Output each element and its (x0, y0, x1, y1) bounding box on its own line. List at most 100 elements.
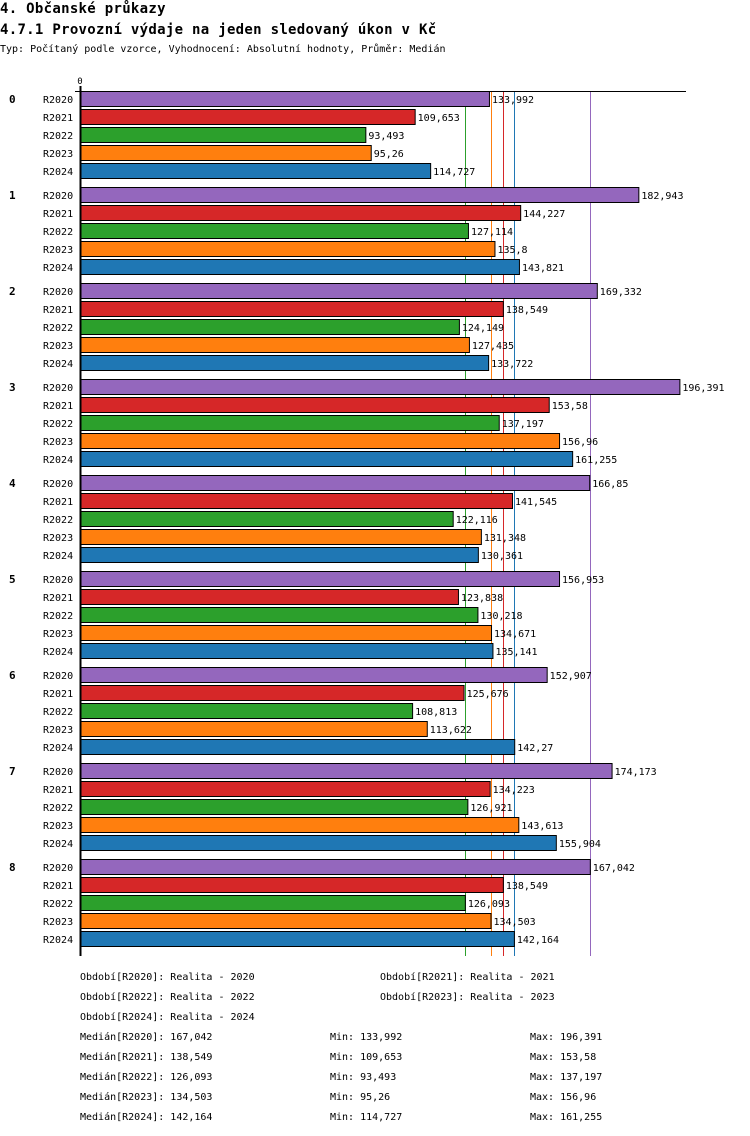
stat-min: Min: 133,992 (330, 1032, 403, 1043)
data-label: 134,503 (494, 917, 536, 928)
series-label: R2024 (43, 743, 73, 754)
series-label: R2022 (43, 611, 73, 622)
series-label: R2021 (43, 401, 73, 412)
data-label: 134,223 (493, 785, 535, 796)
series-label: R2021 (43, 305, 73, 316)
data-label: 108,813 (415, 707, 457, 718)
series-label: R2024 (43, 167, 73, 178)
data-label: 113,622 (430, 725, 472, 736)
bar (80, 187, 640, 203)
bar (80, 301, 504, 317)
bar (80, 511, 454, 527)
data-label: 135,141 (495, 647, 537, 658)
category-label: 4 (9, 477, 16, 490)
data-label: 143,613 (521, 821, 563, 832)
series-label: R2020 (43, 863, 73, 874)
data-label: 138,549 (506, 305, 548, 316)
series-label: R2023 (43, 821, 73, 832)
series-label: R2023 (43, 341, 73, 352)
bar (80, 283, 598, 299)
legend-item: Období[R2020]: Realita - 2020 (80, 972, 255, 983)
series-label: R2023 (43, 533, 73, 544)
series-label: R2021 (43, 497, 73, 508)
series-label: R2024 (43, 551, 73, 562)
data-label: 174,173 (615, 767, 657, 778)
data-label: 156,96 (562, 437, 598, 448)
bar (80, 685, 465, 701)
bar (80, 703, 414, 719)
legend-item: Období[R2021]: Realita - 2021 (380, 972, 555, 983)
bar (80, 319, 460, 335)
series-label: R2020 (43, 575, 73, 586)
data-label: 122,116 (456, 515, 498, 526)
bar (80, 721, 428, 737)
series-label: R2022 (43, 227, 73, 238)
category-label: 2 (9, 285, 16, 298)
bar (80, 355, 490, 371)
series-label: R2022 (43, 323, 73, 334)
category-label: 5 (9, 573, 16, 586)
data-label: 161,255 (575, 455, 617, 466)
series-label: R2023 (43, 149, 73, 160)
series-label: R2020 (43, 767, 73, 778)
stat-max: Max: 153,58 (530, 1052, 597, 1063)
category-label: 8 (9, 861, 16, 874)
series-label: R2022 (43, 131, 73, 142)
stat-min: Min: 93,493 (330, 1072, 397, 1083)
data-label: 143,821 (522, 263, 564, 274)
series-label: R2023 (43, 725, 73, 736)
section-title: 4. Občanské průkazy (0, 1, 166, 17)
series-label: R2021 (43, 689, 73, 700)
bar (80, 163, 432, 179)
stat-max: Max: 137,197 (530, 1072, 603, 1083)
chart-subtitle: Typ: Počítaný podle vzorce, Vyhodnocení:… (0, 44, 446, 55)
series-label: R2022 (43, 707, 73, 718)
stat-max: Max: 196,391 (530, 1032, 603, 1043)
stat-median: Medián[R2024]: 142,164 (80, 1112, 213, 1123)
series-label: R2024 (43, 359, 73, 370)
bar (80, 643, 494, 659)
bar (80, 895, 466, 911)
data-label: 196,391 (682, 383, 724, 394)
series-label: R2023 (43, 245, 73, 256)
data-label: 142,27 (517, 743, 553, 754)
category-label: 6 (9, 669, 16, 682)
data-label: 142,164 (517, 935, 559, 946)
series-label: R2020 (43, 383, 73, 394)
stat-min: Min: 114,727 (330, 1112, 403, 1123)
bar (80, 877, 504, 893)
data-label: 93,493 (368, 131, 404, 142)
series-label: R2022 (43, 803, 73, 814)
x-tick-label: 0 (77, 77, 82, 87)
bar (80, 529, 482, 545)
bar (80, 931, 515, 947)
bar (80, 625, 493, 641)
data-label: 166,85 (592, 479, 628, 490)
series-label: R2020 (43, 191, 73, 202)
series-label: R2021 (43, 113, 73, 124)
series-label: R2020 (43, 95, 73, 106)
stat-max: Max: 161,255 (530, 1112, 603, 1123)
category-label: 0 (9, 93, 16, 106)
bar (80, 475, 591, 491)
data-label: 131,348 (484, 533, 526, 544)
bar (80, 241, 496, 257)
bar (80, 571, 561, 587)
data-label: 130,218 (480, 611, 522, 622)
chart-title: 4.7.1 Provozní výdaje na jeden sledovaný… (0, 22, 437, 38)
data-label: 127,435 (472, 341, 514, 352)
category-label: 7 (9, 765, 16, 778)
bar (80, 109, 416, 125)
series-label: R2023 (43, 437, 73, 448)
bar (80, 667, 548, 683)
data-label: 109,653 (418, 113, 460, 124)
data-label: 127,114 (471, 227, 513, 238)
bar (80, 589, 459, 605)
data-label: 144,227 (523, 209, 565, 220)
data-label: 153,58 (552, 401, 588, 412)
legend-item: Období[R2023]: Realita - 2023 (380, 992, 555, 1003)
bar (80, 259, 520, 275)
series-label: R2021 (43, 593, 73, 604)
bar (80, 451, 574, 467)
series-label: R2022 (43, 515, 73, 526)
